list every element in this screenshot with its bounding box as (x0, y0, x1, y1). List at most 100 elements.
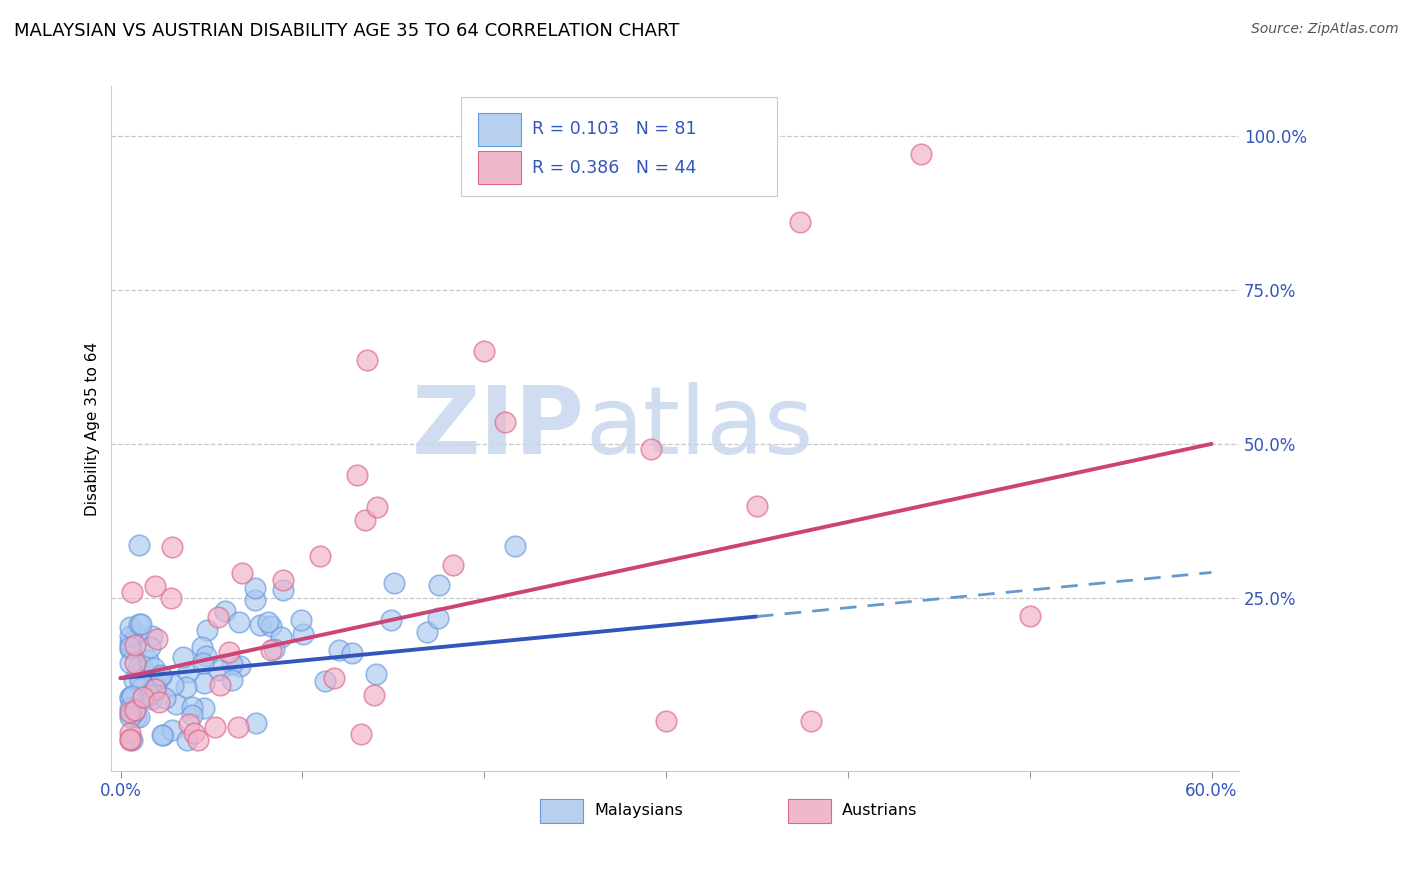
Point (218, 645, 240, 659)
Point (349, 727, 371, 741)
Point (366, 500, 388, 515)
Point (193, 701, 215, 715)
Point (152, 729, 174, 743)
Point (640, 442, 662, 456)
Point (118, 710, 141, 724)
Point (159, 591, 181, 606)
Point (125, 626, 148, 640)
Point (292, 627, 315, 641)
Text: Source: ZipAtlas.com: Source: ZipAtlas.com (1251, 22, 1399, 37)
Point (356, 353, 378, 368)
Point (172, 650, 194, 665)
Point (314, 673, 336, 688)
Point (174, 681, 197, 695)
Point (323, 671, 346, 685)
Point (226, 720, 249, 734)
Point (353, 513, 375, 527)
Point (150, 728, 173, 742)
Point (342, 646, 364, 660)
Point (124, 638, 146, 652)
Point (443, 558, 465, 572)
Point (148, 695, 170, 709)
Text: R = 0.386   N = 44: R = 0.386 N = 44 (531, 159, 696, 177)
Text: Malaysians: Malaysians (593, 804, 683, 819)
Point (118, 629, 141, 643)
Point (128, 616, 150, 631)
Point (243, 592, 266, 607)
Point (204, 720, 226, 734)
Point (214, 604, 236, 618)
Point (160, 723, 183, 737)
Point (243, 581, 266, 595)
Text: atlas: atlas (585, 383, 813, 475)
Point (271, 583, 294, 598)
Point (245, 715, 267, 730)
Point (149, 668, 172, 682)
Point (382, 575, 405, 590)
Point (132, 690, 155, 704)
Point (494, 415, 516, 429)
FancyBboxPatch shape (787, 798, 831, 823)
FancyBboxPatch shape (461, 96, 776, 196)
Point (228, 615, 250, 629)
FancyBboxPatch shape (478, 152, 520, 185)
Point (121, 732, 143, 747)
Point (194, 648, 217, 663)
Point (143, 681, 166, 696)
Point (141, 629, 163, 643)
Point (256, 615, 278, 629)
Point (118, 640, 141, 654)
Point (125, 710, 148, 724)
FancyBboxPatch shape (540, 798, 582, 823)
Point (229, 659, 252, 673)
Point (124, 657, 146, 671)
Point (271, 573, 294, 587)
Point (118, 707, 141, 722)
Point (187, 732, 209, 747)
Point (149, 669, 172, 683)
Point (142, 686, 165, 700)
Point (260, 618, 283, 632)
Y-axis label: Disability Age 35 to 64: Disability Age 35 to 64 (86, 342, 100, 516)
Point (195, 623, 218, 637)
Point (181, 699, 204, 714)
Point (290, 613, 312, 627)
Point (231, 566, 253, 580)
Point (800, 714, 823, 729)
Point (127, 661, 149, 675)
Point (427, 611, 450, 625)
Point (118, 620, 141, 634)
Point (910, 147, 932, 161)
Point (176, 732, 198, 747)
Point (128, 538, 150, 552)
Point (193, 676, 215, 690)
Point (193, 656, 215, 670)
Point (260, 642, 283, 657)
Point (145, 680, 167, 694)
FancyBboxPatch shape (478, 113, 520, 146)
Point (416, 625, 439, 640)
Point (208, 678, 231, 692)
Point (380, 613, 402, 627)
Point (427, 578, 450, 592)
Point (146, 632, 169, 646)
Text: Austrians: Austrians (842, 804, 917, 819)
Point (121, 584, 143, 599)
Point (136, 653, 159, 667)
Point (162, 678, 184, 692)
Point (472, 344, 495, 359)
Point (129, 681, 152, 696)
Point (221, 657, 243, 671)
Point (129, 617, 152, 632)
Point (118, 656, 141, 670)
Text: R = 0.103   N = 81: R = 0.103 N = 81 (531, 120, 696, 138)
Point (142, 681, 165, 695)
Point (124, 703, 146, 717)
Point (503, 539, 526, 553)
Point (118, 732, 141, 747)
Point (118, 732, 141, 747)
Point (180, 708, 202, 723)
Point (118, 701, 141, 715)
Point (128, 710, 150, 724)
Text: MALAYSIAN VS AUSTRIAN DISABILITY AGE 35 TO 64 CORRELATION CHART: MALAYSIAN VS AUSTRIAN DISABILITY AGE 35 … (14, 22, 679, 40)
